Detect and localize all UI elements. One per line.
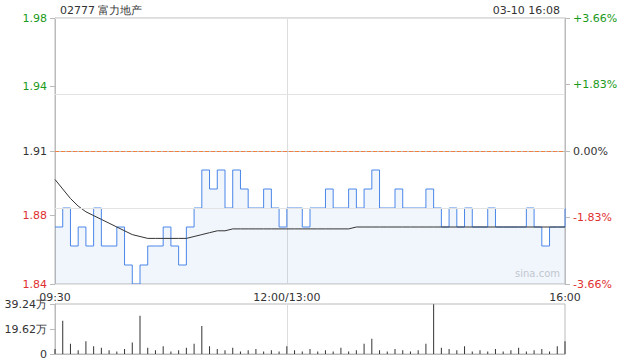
svg-text:+3.66%: +3.66% xyxy=(573,12,617,25)
svg-text:1.84: 1.84 xyxy=(23,278,48,291)
svg-text:-3.66%: -3.66% xyxy=(573,278,612,291)
svg-text:39.24万: 39.24万 xyxy=(4,297,47,311)
svg-text:16:00: 16:00 xyxy=(549,291,581,304)
svg-text:19.62万: 19.62万 xyxy=(5,323,48,336)
svg-text:0: 0 xyxy=(40,348,47,360)
svg-text:1.88: 1.88 xyxy=(23,209,48,222)
svg-text:-1.83%: -1.83% xyxy=(573,211,612,224)
svg-text:02777 富力地产: 02777 富力地产 xyxy=(60,4,143,17)
svg-text:12:00/13:00: 12:00/13:00 xyxy=(253,291,320,304)
svg-text:1.91: 1.91 xyxy=(23,145,48,158)
svg-text:03-10 16:08: 03-10 16:08 xyxy=(493,4,560,17)
svg-text:09:30: 09:30 xyxy=(39,291,71,304)
svg-text:1.98: 1.98 xyxy=(23,12,48,25)
svg-text:1.94: 1.94 xyxy=(23,80,48,93)
svg-text:+1.83%: +1.83% xyxy=(573,78,617,91)
svg-text:0.00%: 0.00% xyxy=(573,145,608,158)
